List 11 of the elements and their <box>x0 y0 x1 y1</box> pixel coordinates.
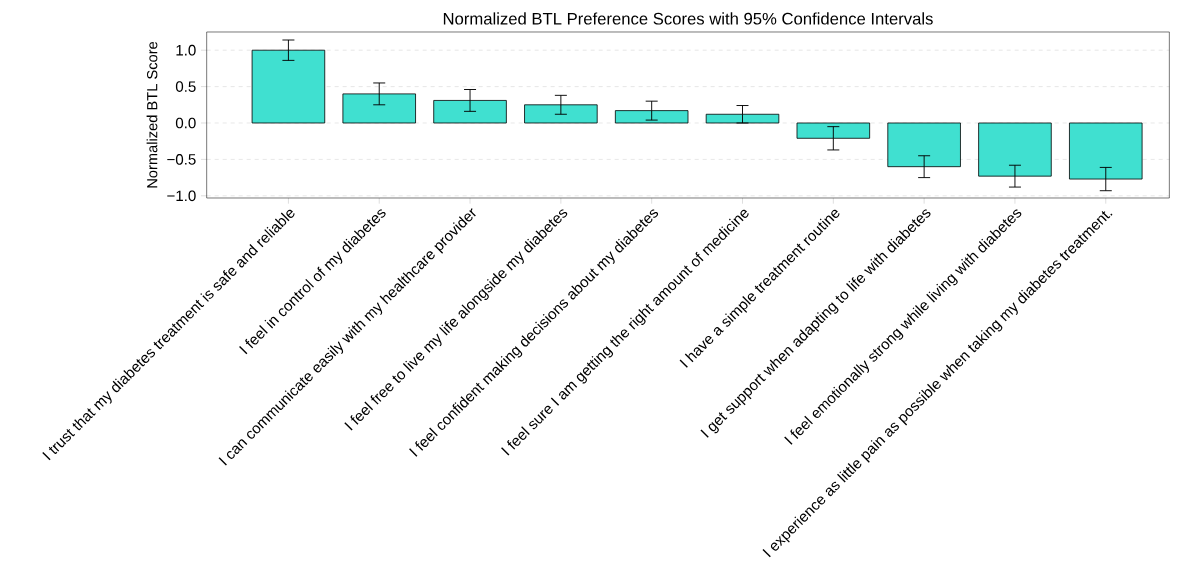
bar <box>251 49 326 124</box>
y-tick-label: 0.5 <box>175 81 196 92</box>
y-axis-title: Normalized BTL Score <box>146 41 158 188</box>
y-tick-label: −1.0 <box>167 190 196 202</box>
bar <box>433 100 507 124</box>
chart-title: Normalized BTL Preference Scores with 95% Confidence Intervals <box>443 12 933 25</box>
bar <box>705 113 780 124</box>
y-tick-label: 1.0 <box>176 44 196 56</box>
y-tick-label: 0.0 <box>175 117 196 129</box>
bar <box>887 122 961 168</box>
y-tick-label: −0.5 <box>167 154 196 165</box>
